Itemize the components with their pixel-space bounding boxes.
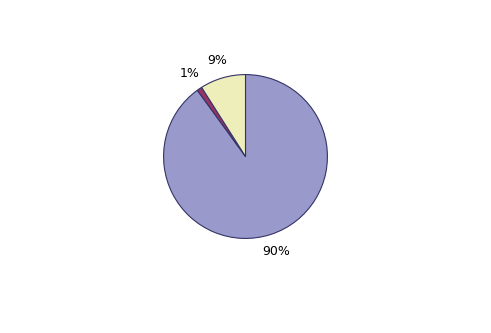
Text: 9%: 9% <box>208 54 227 67</box>
Wedge shape <box>197 87 246 157</box>
Wedge shape <box>164 75 327 238</box>
Wedge shape <box>202 75 246 157</box>
Text: 1%: 1% <box>179 67 199 80</box>
Text: 90%: 90% <box>263 245 290 258</box>
